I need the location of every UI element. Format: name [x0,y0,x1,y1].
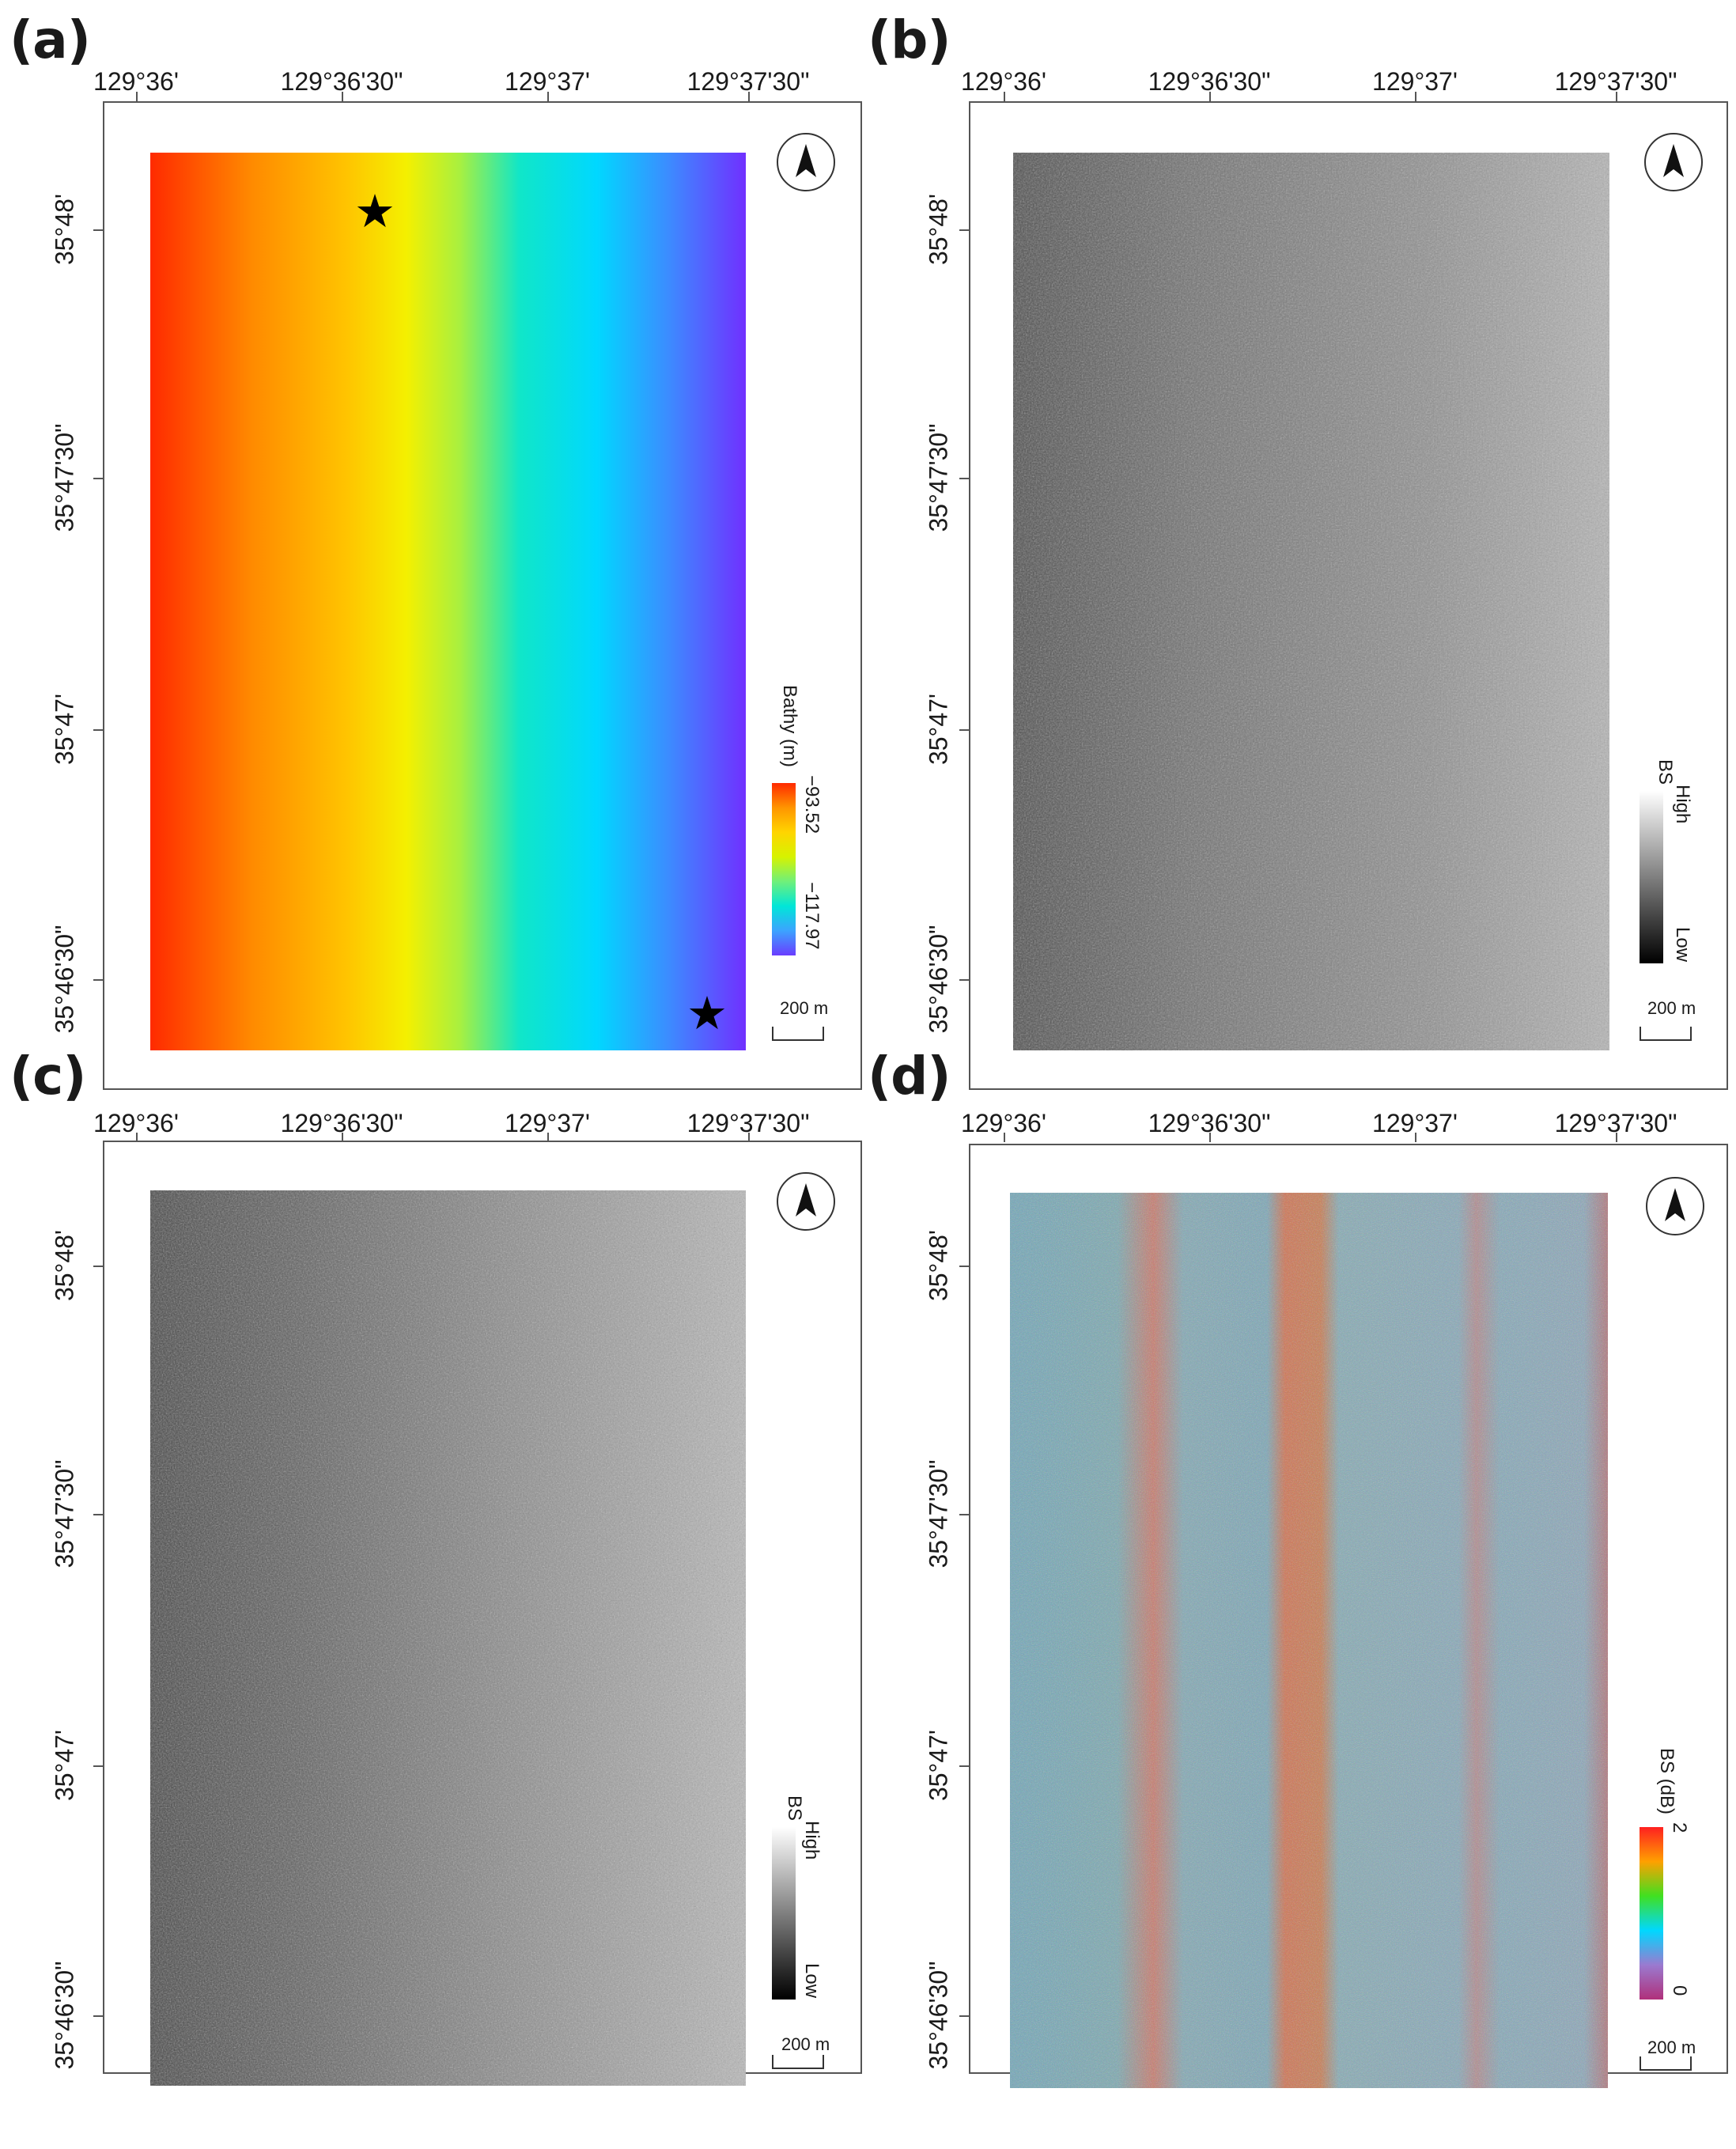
lat-tick-label: 35°47'30" [50,423,79,532]
lon-tick [1616,1133,1617,1142]
lat-tick-label: 35°47' [50,693,79,766]
lon-tick-label: 129°36'30" [1148,67,1271,96]
scale-bar-label: 200 m [781,2034,830,2054]
lat-tick-label: 35°47'30" [924,423,953,532]
lat-tick-label: 35°48' [924,1229,953,1302]
lon-tick [342,1133,343,1142]
lon-tick-label: 129°36'30" [280,67,403,96]
panel-d-backscatter-db: (d) 129°36' 129°36'30" 129°37' 129°37'30… [868,1036,1736,2088]
lat-tick-label: 35°46'30" [924,925,953,1034]
lat-tick [93,1266,103,1267]
north-arrow-icon [777,1172,835,1231]
backscatter-raster [150,1190,746,2086]
scale-bar-label: 200 m [1647,2037,1696,2057]
star-marker: ★ [686,988,728,1039]
legend-low-label: Low [801,1963,823,1999]
lon-tick-label: 129°37' [505,67,590,96]
legend-title: BS [784,1795,805,1822]
lat-tick [93,478,103,479]
legend-title: BS (dB) [1656,1748,1677,1815]
legend-title: Bathy (m) [779,685,800,768]
lon-tick-label: 129°36' [961,67,1046,96]
legend-min-label: 0 [1669,1985,1690,1996]
lat-tick-label: 35°48' [50,1229,79,1302]
lat-tick-label: 35°46'30" [50,925,79,1034]
panel-label: (c) [9,1046,86,1107]
scale-bar [1640,2056,1692,2071]
lat-tick-label: 35°47' [924,693,953,766]
colorbar [1640,1827,1663,2000]
backscatter-raster [1013,153,1609,1050]
legend-high-label: High [1672,785,1693,824]
lon-tick [136,1133,138,1142]
lon-tick-label: 129°36' [93,67,179,96]
legend-low-label: Low [1672,927,1693,963]
lat-tick [959,1765,969,1767]
north-arrow-icon [1644,133,1703,191]
bathymetry-raster [150,153,746,1050]
legend-title: BS [1655,759,1676,785]
lat-tick-label: 35°48' [924,193,953,266]
colorbar [772,1827,796,2000]
lon-tick-label: 129°37'30" [686,67,810,96]
colorbar [772,783,796,955]
panel-b-backscatter: (b) 129°36' 129°36'30" 129°37' 129°37'30… [868,0,1736,1090]
lat-tick-label: 35°46'30" [924,1961,953,2070]
lat-tick-label: 35°47' [924,1729,953,1802]
lon-tick [1616,92,1617,101]
lat-tick-label: 35°47'30" [924,1459,953,1568]
lat-tick [959,229,969,231]
legend-high-label: High [801,1821,823,1860]
lat-tick [959,478,969,479]
colorbar [1640,791,1663,963]
lon-tick-label: 129°37' [1372,67,1458,96]
lon-tick [1415,92,1416,101]
lat-tick [93,2015,103,2017]
lon-tick [1209,1133,1211,1142]
panel-label: (d) [868,1046,951,1107]
lon-tick [136,92,138,101]
lat-tick [959,2015,969,2017]
lat-tick [93,229,103,231]
scale-bar [772,1027,824,1041]
lat-tick [959,1266,969,1267]
lon-tick [748,92,750,101]
panel-a-bathymetry: (a) 129°36' 129°36'30" 129°37' 129°37'30… [0,0,868,1090]
scale-bar-label: 200 m [780,998,829,1018]
lon-tick [1209,92,1211,101]
scale-bar [772,2055,824,2069]
backscatter-db-raster [1010,1193,1608,2088]
star-marker: ★ [354,186,395,237]
lon-tick [547,92,549,101]
north-arrow-icon [777,133,835,191]
lat-tick [959,1514,969,1515]
scale-bar [1640,1027,1692,1041]
scale-bar-label: 200 m [1647,998,1696,1018]
panel-label: (a) [9,9,91,70]
lat-tick [959,979,969,981]
panel-label: (b) [868,9,951,70]
panel-c-backscatter: (c) 129°36' 129°36'30" 129°37' 129°37'30… [0,1036,868,2086]
lon-tick [748,1133,750,1142]
lat-tick-label: 35°46'30" [50,1961,79,2070]
legend-max-label: −93.52 [801,775,823,834]
lon-tick [1004,1133,1005,1142]
north-arrow-icon [1646,1177,1704,1235]
legend-min-label: −117.97 [801,882,823,950]
lat-tick-label: 35°47' [50,1729,79,1802]
lat-tick [93,729,103,731]
lon-tick [1415,1133,1416,1142]
lon-tick [547,1133,549,1142]
lat-tick [93,979,103,981]
lon-tick [342,92,343,101]
lat-tick [959,729,969,731]
lon-tick-label: 129°37'30" [1554,67,1677,96]
lat-tick-label: 35°48' [50,193,79,266]
lat-tick [93,1765,103,1767]
lat-tick-label: 35°47'30" [50,1459,79,1568]
lon-tick [1004,92,1005,101]
lat-tick [93,1514,103,1515]
legend-max-label: 2 [1669,1822,1690,1833]
